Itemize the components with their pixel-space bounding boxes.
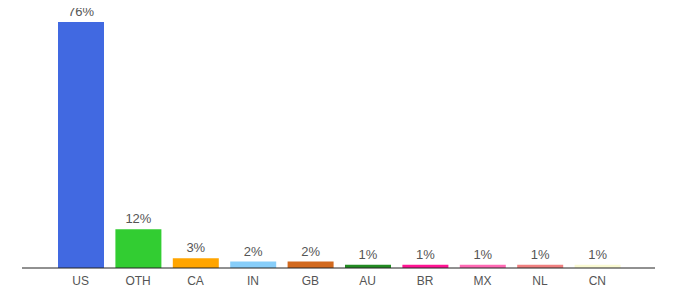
svg-text:NL: NL <box>532 274 548 288</box>
svg-text:1%: 1% <box>416 247 435 262</box>
svg-text:2%: 2% <box>244 244 263 259</box>
svg-text:GB: GB <box>302 274 319 288</box>
svg-text:12%: 12% <box>125 211 151 226</box>
svg-text:3%: 3% <box>186 240 205 255</box>
svg-text:2%: 2% <box>301 244 320 259</box>
svg-text:1%: 1% <box>588 247 607 262</box>
svg-text:AU: AU <box>359 274 376 288</box>
svg-text:CN: CN <box>589 274 606 288</box>
svg-text:BR: BR <box>417 274 434 288</box>
svg-text:1%: 1% <box>359 247 378 262</box>
svg-text:MX: MX <box>474 274 492 288</box>
svg-text:CA: CA <box>187 274 204 288</box>
svg-text:1%: 1% <box>531 247 550 262</box>
svg-text:IN: IN <box>247 274 259 288</box>
svg-text:US: US <box>72 274 89 288</box>
svg-text:1%: 1% <box>473 247 492 262</box>
svg-text:76%: 76% <box>68 8 94 19</box>
svg-text:OTH: OTH <box>125 274 150 288</box>
